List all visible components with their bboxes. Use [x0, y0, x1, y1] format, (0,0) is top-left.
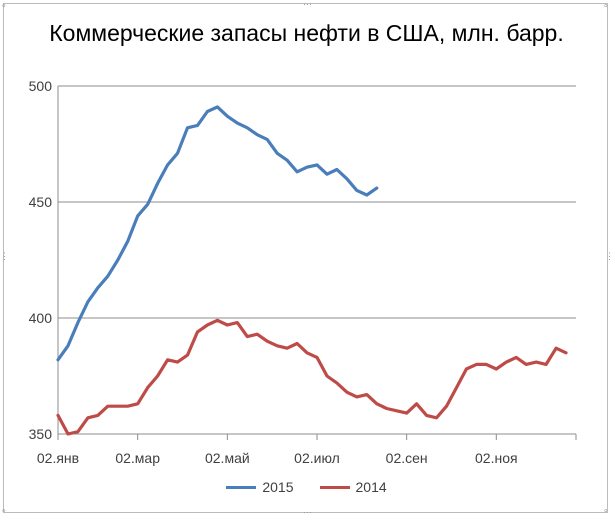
legend-label-2014: 2014 — [355, 479, 387, 495]
legend-swatch-2014 — [319, 485, 350, 489]
series-line-2014 — [56, 318, 568, 436]
resize-handle-top-left[interactable]: ∘ — [1, 0, 7, 10]
y-tick-label: 400 — [29, 310, 53, 326]
x-tick-label: 02.ноя — [475, 450, 518, 466]
resize-handle-bottom[interactable]: ⋯ — [303, 507, 312, 517]
resize-handle-left[interactable]: ⋮ — [0, 251, 9, 261]
x-tick-label: 02.мар — [115, 450, 160, 466]
legend-item-2014: 2014 — [319, 479, 387, 495]
x-tick-label: 02.янв — [37, 450, 79, 466]
chart-frame[interactable] — [3, 3, 608, 513]
resize-handle-bottom-left[interactable]: ∘ — [1, 505, 7, 515]
x-tick-label: 02.сен — [386, 450, 428, 466]
series-lines — [56, 105, 568, 436]
legend: 2015 2014 — [0, 479, 613, 495]
gridlines — [58, 85, 576, 435]
legend-swatch-2015 — [226, 485, 257, 489]
resize-handle-right[interactable]: ⋮ — [605, 251, 613, 261]
x-tick-label: 02.июл — [294, 450, 340, 466]
resize-handle-bottom-right[interactable]: ∘ — [603, 505, 609, 515]
y-tick-label: 450 — [29, 194, 53, 210]
legend-item-2015: 2015 — [226, 479, 294, 495]
y-tick-label: 500 — [29, 78, 53, 94]
resize-handle-top-right[interactable]: ∘ — [603, 0, 609, 10]
legend-label-2015: 2015 — [262, 479, 294, 495]
resize-handle-top[interactable]: ⋯ — [303, 0, 312, 9]
chart-title: Коммерческие запасы нефти в США, млн. ба… — [49, 20, 564, 46]
tick-labels: 350 400 450 500 02.янв 02.мар 02.май 02.июл 02.с… — [29, 78, 518, 466]
axes — [57, 86, 577, 440]
x-tick-label: 02.май — [205, 450, 250, 466]
y-tick-label: 350 — [29, 426, 53, 442]
series-line-2015 — [56, 105, 379, 362]
